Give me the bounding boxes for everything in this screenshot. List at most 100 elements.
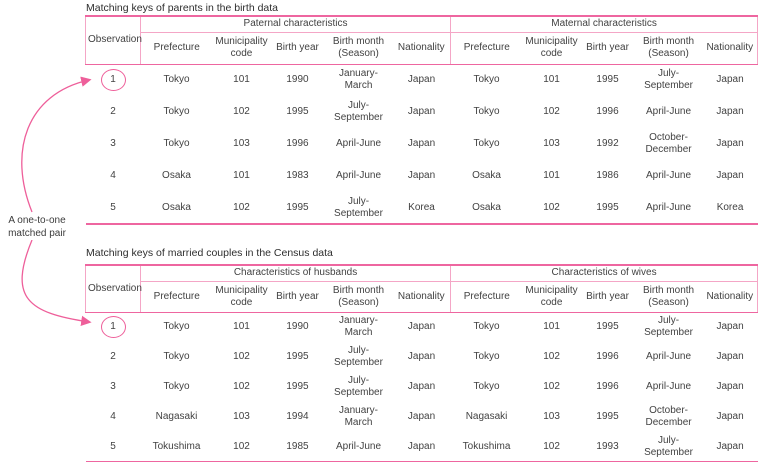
table-cell: April-June: [335, 170, 382, 181]
arrow-to-census-table: [21, 239, 92, 327]
column-header: Nationality: [702, 281, 759, 313]
table-cell: Japan: [716, 381, 744, 392]
table-cell: Tokyo: [473, 321, 500, 333]
table-cell: Tokyo: [473, 106, 500, 117]
table-cell: July-September: [334, 375, 383, 398]
birth-table-title: Matching keys of parents in the birth da…: [86, 2, 279, 14]
table-cell: Korea: [408, 201, 435, 213]
table-cell: April-June: [335, 440, 382, 452]
column-header: Nationality: [392, 281, 451, 313]
table-cell: Tokyo: [473, 351, 500, 362]
table-cell: 1995: [596, 74, 619, 86]
table-cell: 1995: [286, 106, 309, 117]
table-cell: July-September: [644, 434, 693, 458]
table-cell: Tokyo: [163, 351, 190, 362]
group-header-row: Observation Paternal characteristics Mat…: [85, 16, 759, 65]
table-cell: 1986: [596, 170, 619, 181]
table-cell: Tokyo: [163, 106, 190, 117]
table-cell: Japan: [407, 170, 436, 181]
column-header: Municipality code: [522, 32, 581, 65]
table-cell: Japan: [716, 351, 744, 362]
column-header: Birth month (Season): [634, 281, 703, 313]
table-row: 3 Tokyo 103 1996 April-June Japan Tokyo …: [86, 128, 758, 160]
column-header: Birth month (Season): [324, 32, 393, 65]
table-cell: Tokyo: [163, 321, 190, 333]
observation-cell: 1: [86, 64, 141, 96]
observation-cell: 2: [110, 106, 116, 117]
table-cell: Japan: [407, 138, 436, 149]
matched-pair-label-line2: matched pair: [8, 228, 66, 239]
table-row: 5 Tokushima 102 1985 April-June Japan To…: [86, 432, 758, 462]
matched-pair-circle: 1: [100, 69, 126, 92]
column-header: Municipality code: [212, 281, 271, 313]
table-cell: 102: [543, 440, 560, 452]
table-cell: Japan: [716, 440, 744, 452]
observation-header: Observation: [85, 265, 142, 313]
observation-cell: 4: [110, 170, 116, 181]
observation-cell: 3: [110, 138, 116, 149]
table-cell: 102: [543, 351, 560, 362]
table-cell: October-December: [645, 132, 692, 155]
column-header: Prefecture: [140, 281, 213, 313]
table-cell: Korea: [716, 201, 744, 213]
table-cell: January-March: [339, 405, 378, 428]
table-cell: Japan: [407, 411, 436, 422]
group-header-paternal: Paternal characteristics: [139, 16, 451, 33]
table-cell: Japan: [407, 440, 436, 452]
table-cell: Japan: [407, 106, 436, 117]
table-cell: 1993: [596, 440, 619, 452]
observation-number: 1: [110, 321, 116, 333]
table-cell: 102: [543, 381, 560, 392]
table-cell: 1996: [596, 381, 619, 392]
table-cell: 101: [233, 321, 250, 333]
table-cell: 1992: [596, 138, 619, 149]
table-cell: 102: [233, 381, 250, 392]
table-cell: 101: [543, 321, 560, 333]
observation-header: Observation: [85, 16, 142, 65]
sub-header-row: Prefecture Municipality code Birth year …: [86, 281, 759, 313]
table-cell: Osaka: [472, 170, 501, 181]
table-cell: 102: [233, 201, 250, 213]
table-cell: 103: [543, 138, 560, 149]
table-cell: 101: [543, 74, 560, 86]
group-header-row: Observation Characteristics of husbands …: [85, 265, 759, 313]
table-row: 1 Tokyo 101 1990 January-March Japan Tok…: [86, 312, 758, 342]
table-cell: Nagasaki: [155, 411, 198, 422]
table-cell: 1995: [596, 411, 619, 422]
table-row: 4 Nagasaki 103 1994 January-March Japan …: [86, 402, 758, 432]
table-cell: 1995: [286, 351, 309, 362]
table-cell: Japan: [716, 170, 744, 181]
table-cell: April-June: [335, 138, 382, 149]
column-header: Birth year: [270, 32, 325, 65]
table-cell: Tokushima: [152, 440, 201, 452]
observation-cell: 5: [110, 201, 116, 213]
column-header: Prefecture: [140, 32, 213, 65]
birth-data-table: Observation Paternal characteristics Mat…: [85, 15, 759, 225]
table-cell: 1985: [286, 440, 309, 452]
table-cell: Japan: [407, 381, 436, 392]
table-cell: Japan: [407, 351, 436, 362]
column-header: Nationality: [392, 32, 451, 65]
table-row: 3 Tokyo 102 1995 July-September Japan To…: [86, 372, 758, 402]
table-cell: 102: [233, 440, 250, 452]
table-cell: July-September: [334, 195, 383, 219]
table-cell: July-September: [334, 100, 383, 123]
table-cell: Tokyo: [473, 74, 500, 86]
table-cell: 1995: [286, 381, 309, 392]
column-header: Birth month (Season): [634, 32, 703, 65]
table-cell: January-March: [339, 315, 378, 339]
table-cell: 1996: [596, 106, 619, 117]
table-cell: 102: [233, 106, 250, 117]
table-cell: 1995: [596, 201, 619, 213]
table-cell: Osaka: [472, 201, 501, 213]
table-cell: Nagasaki: [465, 411, 508, 422]
table-cell: 102: [543, 106, 560, 117]
arrow-to-birth-table: [21, 76, 92, 213]
table-cell: 1990: [286, 74, 309, 86]
column-header: Nationality: [702, 32, 759, 65]
table-cell: 101: [233, 74, 250, 86]
observation-cell: 3: [110, 381, 116, 392]
matched-pair-circle: 1: [100, 316, 126, 339]
table-cell: 1996: [286, 138, 309, 149]
group-header-wives: Characteristics of wives: [450, 265, 759, 282]
